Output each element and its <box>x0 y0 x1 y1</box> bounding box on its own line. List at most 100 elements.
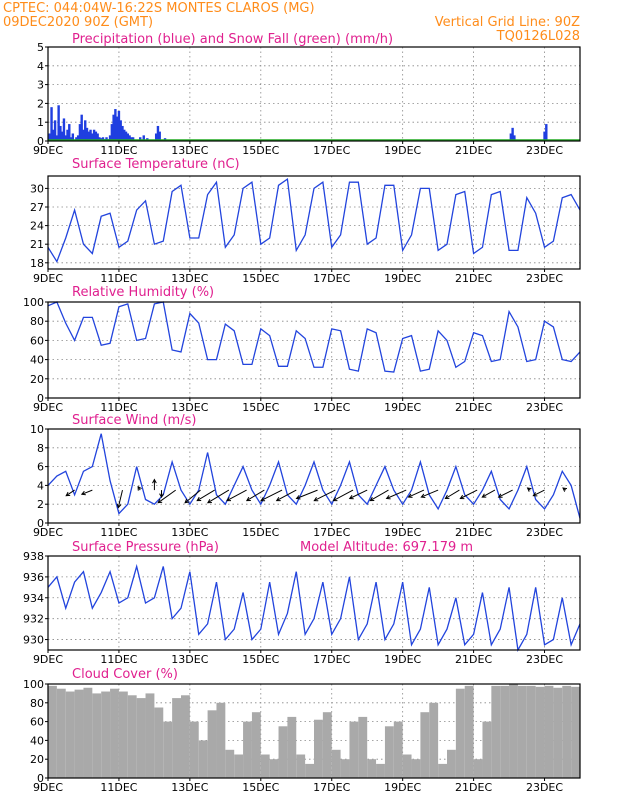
x-tick-label: 17DEC <box>313 781 350 794</box>
panel-title: Precipitation (blue) and Snow Fall (gree… <box>72 32 393 47</box>
x-tick-label: 15DEC <box>242 653 279 666</box>
precip-bar <box>511 127 514 141</box>
x-tick-label: 21DEC <box>455 272 492 285</box>
cloud-bar <box>56 688 66 778</box>
cloud-bar <box>455 688 465 778</box>
cloud-bar <box>340 759 350 778</box>
wind-vector <box>81 489 93 495</box>
wind-vector <box>460 489 478 499</box>
x-tick-label: 9DEC <box>33 272 63 285</box>
x-tick-label: 9DEC <box>33 781 63 794</box>
x-tick-label: 13DEC <box>171 272 208 285</box>
wind-vector <box>482 489 496 498</box>
cloud-bar <box>402 754 412 778</box>
cloud-bar <box>544 685 554 778</box>
x-tick-label: 21DEC <box>455 526 492 539</box>
cloud-bar <box>181 695 190 778</box>
wind-arrowhead <box>65 491 71 497</box>
x-tick-label: 15DEC <box>242 781 279 794</box>
x-tick-label: 13DEC <box>171 144 208 157</box>
x-tick-label: 13DEC <box>171 526 208 539</box>
y-tick-label: 934 <box>23 592 44 605</box>
wind-arrowhead <box>420 493 426 499</box>
y-tick-label: 8 <box>37 442 44 455</box>
precip-bar <box>130 137 133 141</box>
cloud-bar <box>101 691 111 778</box>
x-tick-label: 13DEC <box>171 401 208 414</box>
precip-bar <box>114 109 117 141</box>
precip-bar <box>117 110 121 141</box>
precip-bar <box>158 131 161 141</box>
x-tick-label: 17DEC <box>313 526 350 539</box>
y-tick-label: 20 <box>30 373 44 386</box>
y-tick-label: 0 <box>37 392 44 405</box>
cloud-bar <box>562 685 572 778</box>
wind-arrowhead <box>369 496 375 502</box>
wind-arrowhead <box>348 494 354 500</box>
y-tick-label: 3 <box>37 79 44 92</box>
x-tick-label: 17DEC <box>313 144 350 157</box>
precip-bar <box>85 127 89 141</box>
precip-bar <box>545 124 548 141</box>
cloud-bar <box>296 754 306 778</box>
cloud-bar <box>278 726 288 778</box>
wind-arrowhead <box>332 496 338 502</box>
cloud-bar <box>358 716 368 778</box>
wind-vector <box>157 489 176 504</box>
wind-vector <box>207 489 230 504</box>
y-tick-label: 10 <box>30 423 44 436</box>
cloud-bar <box>349 721 359 778</box>
cloud-bar <box>260 754 270 778</box>
precip-bar <box>62 118 66 141</box>
x-tick-label: 17DEC <box>313 653 350 666</box>
wind-vector <box>408 489 425 498</box>
precip-bar <box>119 120 122 141</box>
wind-arrowhead <box>275 496 281 502</box>
wind-arrowhead <box>184 498 190 504</box>
precip-bar <box>128 135 131 141</box>
precip-bar <box>101 137 105 141</box>
wind-vector <box>260 489 283 502</box>
header-station: CPTEC: 044:04W-16:22S MONTES CLAROS (MG) <box>3 1 315 16</box>
x-tick-label: 13DEC <box>171 653 208 666</box>
cloud-bar <box>243 721 252 778</box>
cloud-bar <box>172 698 181 778</box>
wind-arrowhead <box>497 493 503 498</box>
precip-bar <box>66 129 69 141</box>
wind-arrowhead <box>526 487 532 492</box>
wind-vector <box>386 489 407 499</box>
cloud-bar <box>136 698 146 778</box>
y-tick-label: 27 <box>30 201 44 214</box>
cloud-bar <box>305 763 314 778</box>
wind-arrowhead <box>157 498 163 504</box>
x-tick-label: 11DEC <box>100 526 137 539</box>
wind-vector <box>498 489 513 498</box>
precip-bar <box>112 114 115 141</box>
cloud-bar <box>145 693 155 778</box>
x-tick-label: 9DEC <box>33 401 63 414</box>
y-tick-label: 100 <box>23 678 44 691</box>
cloud-bar <box>429 702 439 778</box>
precip-bar <box>53 120 57 141</box>
y-tick-label: 18 <box>30 257 44 270</box>
wind-vector <box>533 489 545 497</box>
wind-arrowhead <box>116 503 122 509</box>
precip-bar <box>89 129 92 141</box>
x-tick-label: 19DEC <box>384 401 421 414</box>
cloud-bar <box>225 749 235 778</box>
cloud-bar <box>287 716 297 778</box>
precip-bar <box>98 137 101 141</box>
x-tick-label: 11DEC <box>100 272 137 285</box>
panel-title: Surface Temperature (nC) <box>72 157 240 172</box>
x-tick-label: 9DEC <box>33 526 63 539</box>
x-tick-label: 21DEC <box>455 144 492 157</box>
x-tick-label: 23DEC <box>526 653 563 666</box>
x-tick-label: 21DEC <box>455 401 492 414</box>
precip-bar <box>60 131 64 141</box>
precip-bar <box>543 131 546 141</box>
x-tick-label: 21DEC <box>455 781 492 794</box>
panel-5: 930 932 934 936 938 9DEC 11DEC 13DEC 15DEC 17DEC 1… <box>23 540 581 666</box>
panel-title: Surface Pressure (hPa) <box>72 540 219 555</box>
precip-bar <box>84 120 87 141</box>
wind-vector <box>226 489 247 502</box>
